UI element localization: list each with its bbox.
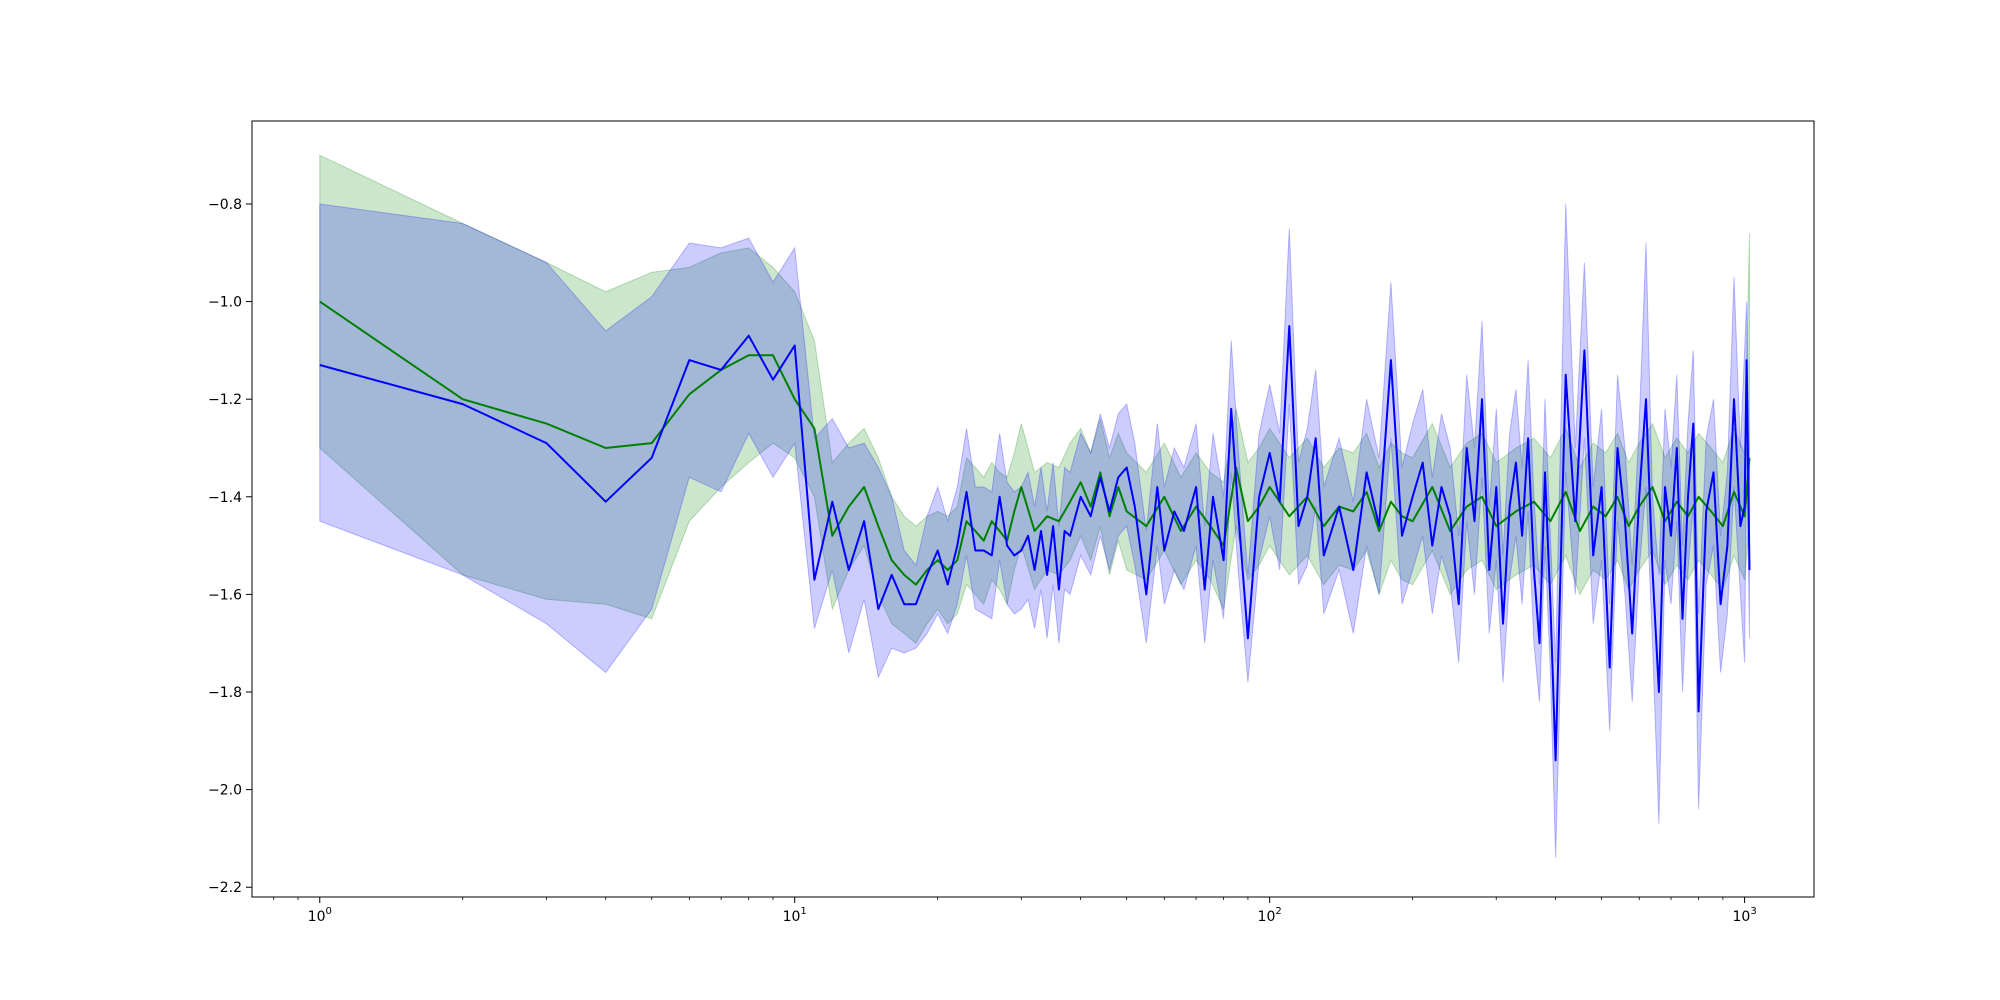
x-tick-label: 102 bbox=[1258, 906, 1282, 925]
x-tick-label: 101 bbox=[783, 906, 807, 925]
axes-frame bbox=[251, 120, 1815, 898]
y-axis: −0.8 −1.0 −1.2 −1.4 −1.6 −1.8 −2.0 −2.2 bbox=[208, 197, 252, 896]
y-tick-label: −1.2 bbox=[208, 392, 242, 408]
y-tick-label: −1.4 bbox=[208, 490, 242, 506]
series-0-line bbox=[319, 300, 1751, 586]
x-tick-label: 103 bbox=[1732, 906, 1756, 925]
y-tick-label: −2.0 bbox=[208, 783, 242, 799]
plot-area bbox=[319, 154, 1751, 859]
y-tick-label: −2.2 bbox=[208, 880, 242, 896]
series-1-line bbox=[319, 325, 1751, 762]
y-tick-label: −1.8 bbox=[208, 685, 242, 701]
x-tick-label: 100 bbox=[308, 906, 332, 925]
y-tick-label: −1.0 bbox=[208, 295, 242, 311]
y-tick-label: −1.6 bbox=[208, 587, 242, 603]
y-tick-label: −0.8 bbox=[208, 197, 242, 213]
x-axis: 100 101 102 103 bbox=[273, 897, 1757, 925]
